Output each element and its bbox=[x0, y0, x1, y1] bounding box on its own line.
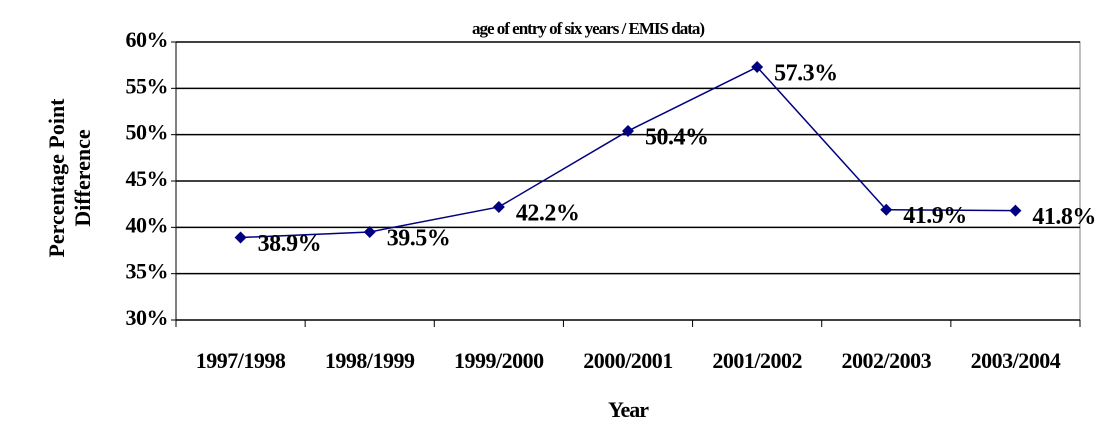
marker bbox=[751, 61, 764, 74]
x-tick-label: 1999/2000 bbox=[454, 348, 544, 373]
data-label: 57.3% bbox=[774, 61, 838, 87]
x-tick-label: 2000/2001 bbox=[583, 348, 673, 373]
marker bbox=[1009, 204, 1022, 217]
y-tick-label: 45% bbox=[126, 166, 169, 191]
x-tick-label: 1998/1999 bbox=[325, 348, 415, 373]
chart-title: age of entry of six years / EMIS data) bbox=[472, 19, 704, 38]
x-tick-label: 2001/2002 bbox=[712, 348, 802, 373]
marker bbox=[880, 203, 893, 216]
data-label: 39.5% bbox=[387, 225, 451, 251]
marker bbox=[492, 200, 505, 213]
x-tick-label: 1997/1998 bbox=[196, 348, 286, 373]
x-tick-label: 2002/2003 bbox=[841, 348, 931, 373]
y-tick-label: 55% bbox=[126, 73, 169, 98]
data-label: 50.4% bbox=[645, 124, 709, 150]
line bbox=[240, 66, 1016, 239]
data-label: 41.8% bbox=[1032, 204, 1096, 230]
y-tick-label: 50% bbox=[126, 120, 169, 145]
y-axis-label: Percentage Point Difference bbox=[44, 98, 95, 258]
y-tick-label: 40% bbox=[126, 212, 169, 237]
data-label: 38.9% bbox=[258, 231, 322, 257]
data-label: 41.9% bbox=[903, 203, 967, 229]
marker bbox=[622, 124, 634, 137]
data-label: 42.2% bbox=[516, 200, 580, 226]
marker bbox=[363, 225, 376, 238]
y-tick-label: 60% bbox=[126, 27, 169, 52]
marker bbox=[234, 231, 247, 244]
x-tick-label: 2003/2004 bbox=[971, 348, 1061, 373]
y-tick-label: 30% bbox=[126, 305, 169, 330]
y-tick-label: 35% bbox=[126, 259, 169, 284]
x-axis-label: Year bbox=[608, 397, 649, 422]
